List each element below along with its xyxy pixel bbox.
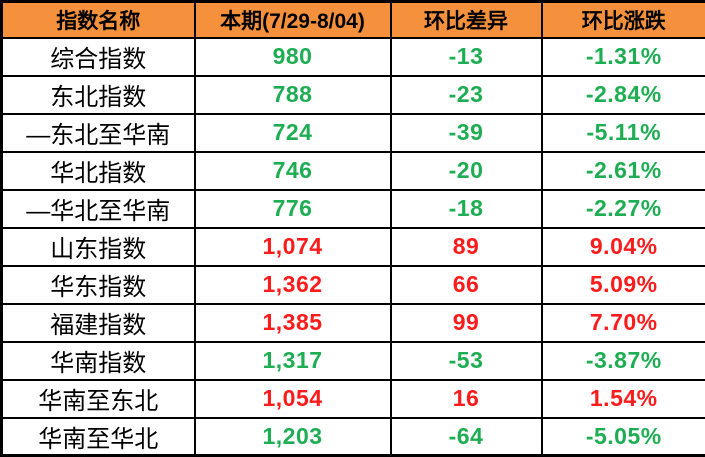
cell-name: 综合指数	[0, 36, 196, 77]
cell-diff: -13	[389, 36, 543, 77]
cell-name: 华南至东北	[0, 378, 196, 419]
cell-pct: 9.04%	[540, 226, 705, 267]
table-row: 综合指数 980 -13 -1.31%	[0, 36, 705, 77]
cell-current: 746	[193, 150, 392, 191]
header-index-name: 指数名称	[0, 0, 196, 39]
cell-diff: 89	[389, 226, 543, 267]
table-row: 华南至华北 1,203 -64 -5.05%	[0, 416, 705, 457]
cell-pct: -5.05%	[540, 416, 705, 457]
table-row: 华南至东北 1,054 16 1.54%	[0, 378, 705, 419]
cell-pct: -2.84%	[540, 74, 705, 115]
cell-current: 980	[193, 36, 392, 77]
cell-name: 华南指数	[0, 340, 196, 381]
cell-pct: -2.61%	[540, 150, 705, 191]
cell-current: 724	[193, 112, 392, 153]
table-row: 华东指数 1,362 66 5.09%	[0, 264, 705, 305]
cell-diff: 16	[389, 378, 543, 419]
cell-diff: -64	[389, 416, 543, 457]
cell-name: 华南至华北	[0, 416, 196, 457]
table-row: 华南指数 1,317 -53 -3.87%	[0, 340, 705, 381]
cell-pct: 5.09%	[540, 264, 705, 305]
table-row: —东北至华南 724 -39 -5.11%	[0, 112, 705, 153]
cell-current: 1,385	[193, 302, 392, 343]
cell-diff: -20	[389, 150, 543, 191]
cell-current: 776	[193, 188, 392, 229]
cell-diff: -39	[389, 112, 543, 153]
cell-current: 1,362	[193, 264, 392, 305]
table-row: 华北指数 746 -20 -2.61%	[0, 150, 705, 191]
table-row: 山东指数 1,074 89 9.04%	[0, 226, 705, 267]
cell-name: 华东指数	[0, 264, 196, 305]
header-period-diff: 环比差异	[389, 0, 543, 39]
cell-pct: 1.54%	[540, 378, 705, 419]
cell-diff: -23	[389, 74, 543, 115]
cell-current: 788	[193, 74, 392, 115]
cell-current: 1,054	[193, 378, 392, 419]
table-row: 东北指数 788 -23 -2.84%	[0, 74, 705, 115]
table-row: 福建指数 1,385 99 7.70%	[0, 302, 705, 343]
header-period-change: 环比涨跌	[540, 0, 705, 39]
cell-diff: 66	[389, 264, 543, 305]
cell-diff: 99	[389, 302, 543, 343]
cell-name: 山东指数	[0, 226, 196, 267]
cell-diff: -18	[389, 188, 543, 229]
cell-current: 1,074	[193, 226, 392, 267]
table-body: 综合指数 980 -13 -1.31% 东北指数 788 -23 -2.84% —东北至华南 72…	[0, 36, 705, 457]
cell-pct: -5.11%	[540, 112, 705, 153]
cell-name: —东北至华南	[0, 112, 196, 153]
cell-pct: -1.31%	[540, 36, 705, 77]
cell-pct: 7.70%	[540, 302, 705, 343]
table-row: —华北至华南 776 -18 -2.27%	[0, 188, 705, 229]
header-current-period: 本期(7/29-8/04)	[193, 0, 392, 39]
cell-name: 福建指数	[0, 302, 196, 343]
cell-pct: -3.87%	[540, 340, 705, 381]
cell-name: 东北指数	[0, 74, 196, 115]
cell-pct: -2.27%	[540, 188, 705, 229]
cell-current: 1,317	[193, 340, 392, 381]
cell-name: —华北至华南	[0, 188, 196, 229]
cell-name: 华北指数	[0, 150, 196, 191]
header-row: 指数名称 本期(7/29-8/04) 环比差异 环比涨跌	[0, 0, 705, 39]
cell-current: 1,203	[193, 416, 392, 457]
cell-diff: -53	[389, 340, 543, 381]
